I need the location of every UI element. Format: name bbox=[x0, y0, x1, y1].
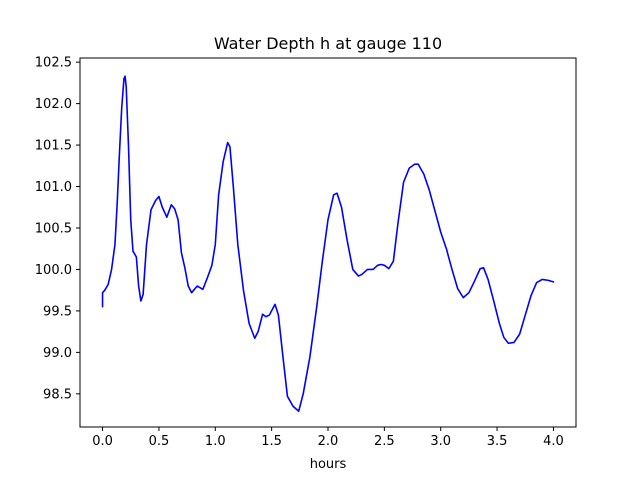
y-tick-label: 100.5 bbox=[35, 221, 72, 236]
x-axis: 0.0 0.5 1.0 1.5 2.0 2.5 3.0 3.5 4.0 bbox=[92, 427, 564, 449]
y-tick-label: 100.0 bbox=[35, 263, 72, 278]
y-tick-label: 98.5 bbox=[43, 387, 72, 402]
y-axis: 98.5 99.0 99.5 100.0 100.5 101.0 101.5 102.0 102… bbox=[35, 56, 80, 402]
x-tick-label: 3.5 bbox=[487, 434, 508, 449]
x-axis-label: hours bbox=[310, 457, 347, 472]
series-line bbox=[101, 75, 555, 413]
x-tick-label: 2.5 bbox=[374, 434, 395, 449]
x-tick-label: 3.0 bbox=[430, 434, 451, 449]
series-layer bbox=[101, 75, 555, 413]
x-tick-label: 2.0 bbox=[318, 434, 339, 449]
y-tick-label: 101.0 bbox=[35, 180, 72, 195]
x-tick-label: 0.5 bbox=[149, 434, 170, 449]
chart-title: Water Depth h at gauge 110 bbox=[214, 34, 442, 53]
y-tick-label: 102.0 bbox=[35, 97, 72, 112]
x-tick-label: 1.5 bbox=[261, 434, 282, 449]
y-tick-label: 99.5 bbox=[43, 304, 72, 319]
x-tick-label: 1.0 bbox=[205, 434, 226, 449]
y-tick-label: 99.0 bbox=[43, 346, 72, 361]
x-tick-label: 4.0 bbox=[543, 434, 564, 449]
y-tick-label: 102.5 bbox=[35, 56, 72, 71]
y-tick-label: 101.5 bbox=[35, 139, 72, 154]
plot-area bbox=[80, 58, 576, 427]
x-tick-label: 0.0 bbox=[92, 434, 113, 449]
